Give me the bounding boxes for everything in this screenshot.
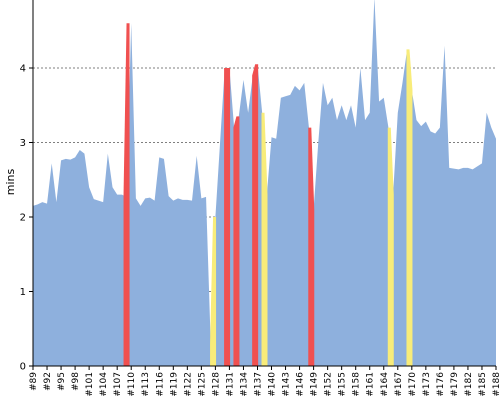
x-tick-label: #140 [268,372,278,397]
x-tick-label: #134 [239,372,249,397]
x-tick-label: #182 [464,372,474,397]
yellow-marker [210,217,217,366]
red-marker [308,127,315,366]
y-tick-label: 2 [20,213,26,224]
red-marker [123,23,130,367]
x-tick-label: #143 [282,372,292,397]
x-tick-label: #98 [71,372,81,391]
y-axis-label: mins [4,168,17,195]
x-tick-label: #161 [366,372,376,397]
x-tick-label: #179 [450,372,460,397]
x-tick-label: #116 [155,372,165,397]
markers-layer [123,23,413,367]
yellow-marker [406,49,413,366]
axes [32,0,496,367]
x-tick-label: #125 [197,372,207,397]
x-tick-label: #170 [408,372,418,397]
y-tick-label: 0 [20,362,26,373]
x-tick-label: #155 [338,372,348,397]
x-tick-label: #173 [422,372,432,397]
x-tick-label: #122 [183,372,193,397]
x-tick-label: #128 [211,372,221,397]
x-tick-label: #92 [43,372,53,391]
x-tick-label: #137 [253,372,263,397]
x-tick-label: #164 [380,372,390,397]
x-tick-label: #110 [127,372,137,397]
red-marker [224,68,231,366]
yellow-marker [387,127,394,366]
x-tick-label: #158 [352,372,362,397]
yellow-marker [261,112,268,366]
x-tick-label: #188 [492,372,500,397]
x-tick-label: #101 [85,372,95,397]
x-tick-label: #167 [394,372,404,397]
x-tick-label: #146 [296,372,306,397]
x-tick-label: #119 [169,372,179,397]
x-tick-label: #89 [29,372,39,391]
x-tick-label: #149 [310,372,320,397]
y-tick-label: 1 [20,287,26,298]
x-tick-label: #113 [141,372,151,397]
y-tick-labels: 0 1 2 3 4 [20,64,33,373]
y-tick-label: 4 [20,64,26,75]
x-tick-label: #95 [57,372,67,391]
red-marker [252,64,259,366]
x-tick-label: #131 [225,372,235,397]
x-tick-label: #176 [436,372,446,397]
x-tick-label: #152 [324,372,334,397]
x-tick-label: #107 [113,372,123,397]
x-tick-label: #185 [478,372,488,397]
y-tick-label: 3 [20,138,26,149]
x-tick-labels: #89 #92 #95 #98 #101 #104 #107 #110 #113 #116 #119… [29,366,500,397]
red-marker [233,116,240,366]
x-tick-label: #104 [99,372,109,397]
